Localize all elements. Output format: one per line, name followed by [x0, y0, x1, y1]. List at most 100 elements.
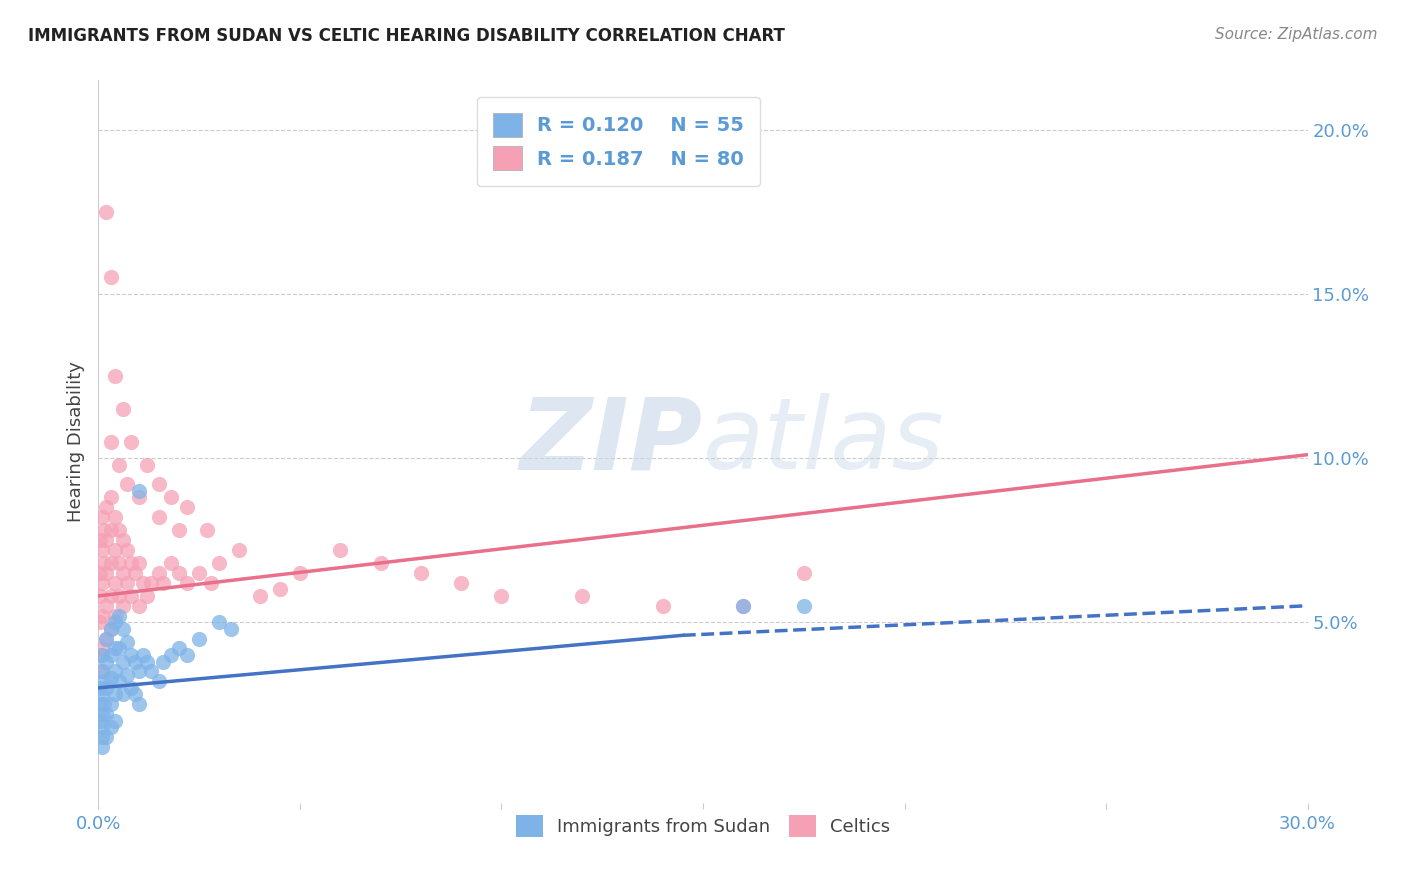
Point: [115, 542, 138, 557]
Point: [100, 671, 122, 685]
Point: [128, 698, 150, 712]
Point: [793, 566, 815, 580]
Point: [96, 204, 118, 219]
Point: [120, 648, 142, 662]
Point: [115, 667, 138, 681]
Point: [148, 510, 170, 524]
Point: [571, 589, 593, 603]
Point: [160, 491, 183, 505]
Point: [103, 510, 125, 524]
Point: [103, 608, 125, 623]
Point: [103, 615, 125, 630]
Point: [152, 575, 174, 590]
Point: [91, 510, 114, 524]
Point: [167, 566, 190, 580]
Point: [329, 542, 352, 557]
Point: [100, 622, 122, 636]
Point: [93, 674, 115, 689]
Point: [200, 575, 222, 590]
Point: [103, 665, 125, 679]
Point: [100, 556, 122, 570]
Point: [91, 641, 114, 656]
Point: [128, 556, 150, 570]
Point: [100, 720, 122, 734]
Point: [107, 641, 129, 656]
Point: [148, 566, 170, 580]
Point: [128, 665, 150, 679]
Point: [91, 687, 114, 701]
Point: [96, 730, 118, 744]
Point: [89, 615, 111, 630]
Point: [135, 458, 157, 472]
Point: [89, 714, 111, 728]
Point: [96, 632, 118, 646]
Point: [733, 599, 755, 613]
Point: [288, 566, 311, 580]
Point: [100, 523, 122, 537]
Point: [100, 434, 122, 449]
Point: [91, 648, 114, 662]
Legend: Immigrants from Sudan, Celtics: Immigrants from Sudan, Celtics: [509, 808, 897, 845]
Point: [107, 589, 129, 603]
Point: [96, 533, 118, 547]
Point: [89, 681, 111, 695]
Text: IMMIGRANTS FROM SUDAN VS CELTIC HEARING DISABILITY CORRELATION CHART: IMMIGRANTS FROM SUDAN VS CELTIC HEARING …: [28, 27, 785, 45]
Point: [96, 655, 118, 669]
Point: [89, 589, 111, 603]
Point: [111, 401, 134, 416]
Point: [167, 523, 190, 537]
Point: [139, 575, 162, 590]
Point: [100, 491, 122, 505]
Point: [96, 500, 118, 515]
Point: [91, 608, 114, 623]
Point: [370, 556, 392, 570]
Text: atlas: atlas: [703, 393, 945, 490]
Point: [91, 665, 114, 679]
Point: [132, 648, 155, 662]
Point: [651, 599, 673, 613]
Point: [107, 523, 129, 537]
Point: [91, 575, 114, 590]
Point: [176, 575, 198, 590]
Text: ZIP: ZIP: [520, 393, 703, 490]
Point: [111, 566, 134, 580]
Point: [107, 674, 129, 689]
Point: [107, 608, 129, 623]
Point: [103, 641, 125, 656]
Point: [91, 542, 114, 557]
Point: [409, 566, 432, 580]
Point: [208, 615, 231, 630]
Point: [103, 687, 125, 701]
Point: [103, 714, 125, 728]
Point: [120, 556, 142, 570]
Point: [91, 720, 114, 734]
Point: [91, 730, 114, 744]
Point: [100, 589, 122, 603]
Point: [89, 533, 111, 547]
Text: Source: ZipAtlas.com: Source: ZipAtlas.com: [1215, 27, 1378, 42]
Point: [160, 648, 183, 662]
Point: [115, 635, 138, 649]
Point: [96, 681, 118, 695]
Point: [124, 655, 146, 669]
Point: [100, 698, 122, 712]
Point: [103, 368, 125, 383]
Point: [89, 648, 111, 662]
Point: [148, 674, 170, 689]
Point: [160, 556, 183, 570]
Point: [115, 575, 138, 590]
Point: [96, 566, 118, 580]
Point: [120, 589, 142, 603]
Point: [139, 665, 162, 679]
Point: [89, 698, 111, 712]
Point: [152, 655, 174, 669]
Point: [733, 599, 755, 613]
Point: [188, 566, 211, 580]
Point: [103, 542, 125, 557]
Point: [188, 632, 211, 646]
Point: [89, 566, 111, 580]
Point: [96, 707, 118, 722]
Point: [491, 589, 513, 603]
Point: [115, 477, 138, 491]
Point: [135, 589, 157, 603]
